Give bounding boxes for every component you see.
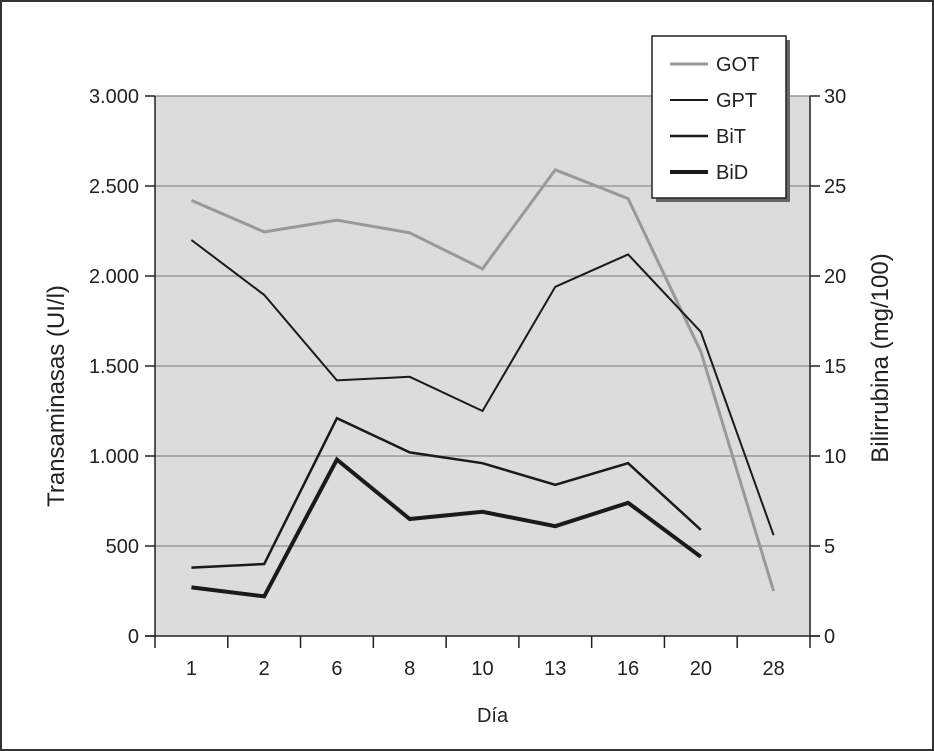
y-left-tick-label: 0 [128,626,139,648]
series-line-got [190,167,776,592]
y-left-tick-label: 2.500 [89,176,139,198]
series-line-gpt [190,239,775,536]
x-tick-label: 13 [544,658,566,680]
legend-label-gpt: GPT [716,90,757,112]
series-line-bit [191,416,702,569]
x-axis-title: Día [477,705,509,727]
y-left-tick-label: 3.000 [89,86,139,108]
y-axis-right-title: Bilirrubina (mg/100) [867,253,894,462]
y-axis-left-title: Transaminasas (UI/l) [43,285,70,507]
y-left-tick-label: 1.500 [89,356,139,378]
y-right-tick-label: 15 [824,356,846,378]
x-tick-label: 6 [331,658,342,680]
y-right-tick-label: 20 [824,266,846,288]
legend-label-got: GOT [716,54,759,76]
y-right-tick-label: 25 [824,176,846,198]
legend-label-bit: BiT [716,126,746,148]
x-tick-label: 1 [186,658,197,680]
x-tick-label: 10 [471,658,493,680]
x-tick-label: 28 [762,658,784,680]
x-tick-label: 2 [259,658,270,680]
x-tick-label: 20 [690,658,712,680]
series-line-bid [191,456,702,599]
y-right-tick-label: 10 [824,446,846,468]
y-left-tick-label: 500 [106,536,139,558]
y-right-tick-label: 30 [824,86,846,108]
x-tick-label: 8 [404,658,415,680]
x-tick-label: 16 [617,658,639,680]
y-left-tick-label: 2.000 [89,266,139,288]
y-right-tick-label: 0 [824,626,835,648]
legend-label-bid: BiD [716,162,748,184]
y-left-tick-label: 1.000 [89,446,139,468]
y-right-tick-label: 5 [824,536,835,558]
